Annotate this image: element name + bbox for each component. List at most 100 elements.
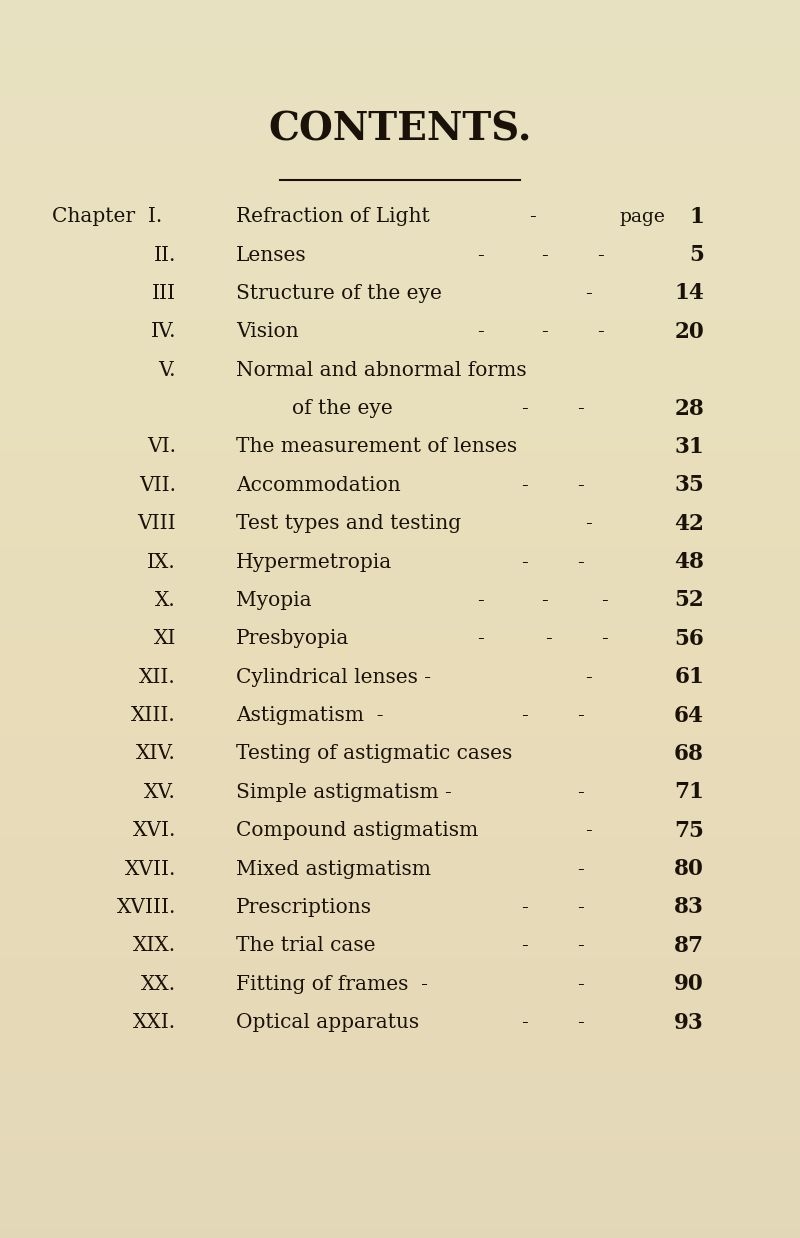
Text: XVII.: XVII. bbox=[125, 859, 176, 879]
Text: CONTENTS.: CONTENTS. bbox=[268, 111, 532, 149]
Text: -: - bbox=[577, 936, 583, 956]
Text: XIV.: XIV. bbox=[136, 744, 176, 764]
Text: 93: 93 bbox=[674, 1011, 704, 1034]
Text: -: - bbox=[521, 936, 527, 956]
Text: Simple astigmatism -: Simple astigmatism - bbox=[236, 782, 452, 802]
Text: Presbyopia: Presbyopia bbox=[236, 629, 350, 649]
Text: -: - bbox=[477, 245, 483, 265]
Text: -: - bbox=[597, 322, 603, 342]
Text: Mixed astigmatism: Mixed astigmatism bbox=[236, 859, 431, 879]
Text: IV.: IV. bbox=[150, 322, 176, 342]
Text: Cylindrical lenses -: Cylindrical lenses - bbox=[236, 667, 431, 687]
Text: 83: 83 bbox=[674, 896, 704, 919]
Text: Refraction of Light: Refraction of Light bbox=[236, 207, 430, 227]
Text: The trial case: The trial case bbox=[236, 936, 375, 956]
Text: VIII: VIII bbox=[138, 514, 176, 534]
Text: Compound astigmatism: Compound astigmatism bbox=[236, 821, 478, 841]
Text: -: - bbox=[577, 399, 583, 418]
Text: XX.: XX. bbox=[141, 974, 176, 994]
Text: V.: V. bbox=[158, 360, 176, 380]
Text: Normal and abnormal forms: Normal and abnormal forms bbox=[236, 360, 526, 380]
Text: 28: 28 bbox=[674, 397, 704, 420]
Text: -: - bbox=[601, 629, 607, 649]
Text: Myopia: Myopia bbox=[236, 591, 312, 610]
Text: III: III bbox=[152, 284, 176, 303]
Text: -: - bbox=[601, 591, 607, 610]
Text: VII.: VII. bbox=[139, 475, 176, 495]
Text: 64: 64 bbox=[674, 704, 704, 727]
Text: -: - bbox=[477, 591, 483, 610]
Text: 75: 75 bbox=[674, 820, 704, 842]
Text: -: - bbox=[541, 591, 547, 610]
Text: Hypermetropia: Hypermetropia bbox=[236, 552, 392, 572]
Text: Vision: Vision bbox=[236, 322, 298, 342]
Text: Chapter  I.: Chapter I. bbox=[52, 207, 162, 227]
Text: -: - bbox=[545, 629, 551, 649]
Text: -: - bbox=[585, 667, 591, 687]
Text: 90: 90 bbox=[674, 973, 704, 995]
Text: 68: 68 bbox=[674, 743, 704, 765]
Text: Fitting of frames  -: Fitting of frames - bbox=[236, 974, 428, 994]
Text: -: - bbox=[577, 859, 583, 879]
Text: 71: 71 bbox=[674, 781, 704, 803]
Text: 87: 87 bbox=[674, 935, 704, 957]
Text: 52: 52 bbox=[674, 589, 704, 612]
Text: 48: 48 bbox=[674, 551, 704, 573]
Text: Testing of astigmatic cases: Testing of astigmatic cases bbox=[236, 744, 512, 764]
Text: page: page bbox=[620, 208, 666, 225]
Text: of the eye: of the eye bbox=[292, 399, 393, 418]
Text: -: - bbox=[521, 1013, 527, 1032]
Text: -: - bbox=[521, 475, 527, 495]
Text: XIX.: XIX. bbox=[133, 936, 176, 956]
Text: XV.: XV. bbox=[144, 782, 176, 802]
Text: 35: 35 bbox=[674, 474, 704, 496]
Text: 1: 1 bbox=[689, 206, 704, 228]
Text: Lenses: Lenses bbox=[236, 245, 306, 265]
Text: IX.: IX. bbox=[147, 552, 176, 572]
Text: -: - bbox=[585, 284, 591, 303]
Text: -: - bbox=[521, 706, 527, 725]
Text: 61: 61 bbox=[674, 666, 704, 688]
Text: -: - bbox=[577, 552, 583, 572]
Text: -: - bbox=[577, 898, 583, 917]
Text: -: - bbox=[521, 898, 527, 917]
Text: 31: 31 bbox=[674, 436, 704, 458]
Text: Test types and testing: Test types and testing bbox=[236, 514, 461, 534]
Text: 42: 42 bbox=[674, 513, 704, 535]
Text: 14: 14 bbox=[674, 282, 704, 305]
Text: -: - bbox=[521, 552, 527, 572]
Text: XVIII.: XVIII. bbox=[117, 898, 176, 917]
Text: -: - bbox=[541, 322, 547, 342]
Text: -: - bbox=[521, 399, 527, 418]
Text: Prescriptions: Prescriptions bbox=[236, 898, 372, 917]
Text: -: - bbox=[541, 245, 547, 265]
Text: Optical apparatus: Optical apparatus bbox=[236, 1013, 419, 1032]
Text: 20: 20 bbox=[674, 321, 704, 343]
Text: XI: XI bbox=[154, 629, 176, 649]
Text: -: - bbox=[585, 821, 591, 841]
Text: Accommodation: Accommodation bbox=[236, 475, 401, 495]
Text: -: - bbox=[585, 514, 591, 534]
Text: -: - bbox=[577, 782, 583, 802]
Text: XII.: XII. bbox=[139, 667, 176, 687]
Text: XXI.: XXI. bbox=[133, 1013, 176, 1032]
Text: The measurement of lenses: The measurement of lenses bbox=[236, 437, 517, 457]
Text: -: - bbox=[477, 322, 483, 342]
Text: -: - bbox=[477, 629, 483, 649]
Text: 80: 80 bbox=[674, 858, 704, 880]
Text: XIII.: XIII. bbox=[131, 706, 176, 725]
Text: X.: X. bbox=[155, 591, 176, 610]
Text: 5: 5 bbox=[689, 244, 704, 266]
Text: -: - bbox=[577, 706, 583, 725]
Text: -: - bbox=[577, 974, 583, 994]
Text: -: - bbox=[597, 245, 603, 265]
Text: XVI.: XVI. bbox=[133, 821, 176, 841]
Text: -: - bbox=[577, 1013, 583, 1032]
Text: Astigmatism  -: Astigmatism - bbox=[236, 706, 383, 725]
Text: -: - bbox=[577, 475, 583, 495]
Text: VI.: VI. bbox=[147, 437, 176, 457]
Text: -: - bbox=[529, 207, 535, 227]
Text: 56: 56 bbox=[674, 628, 704, 650]
Text: II.: II. bbox=[154, 245, 176, 265]
Text: Structure of the eye: Structure of the eye bbox=[236, 284, 442, 303]
